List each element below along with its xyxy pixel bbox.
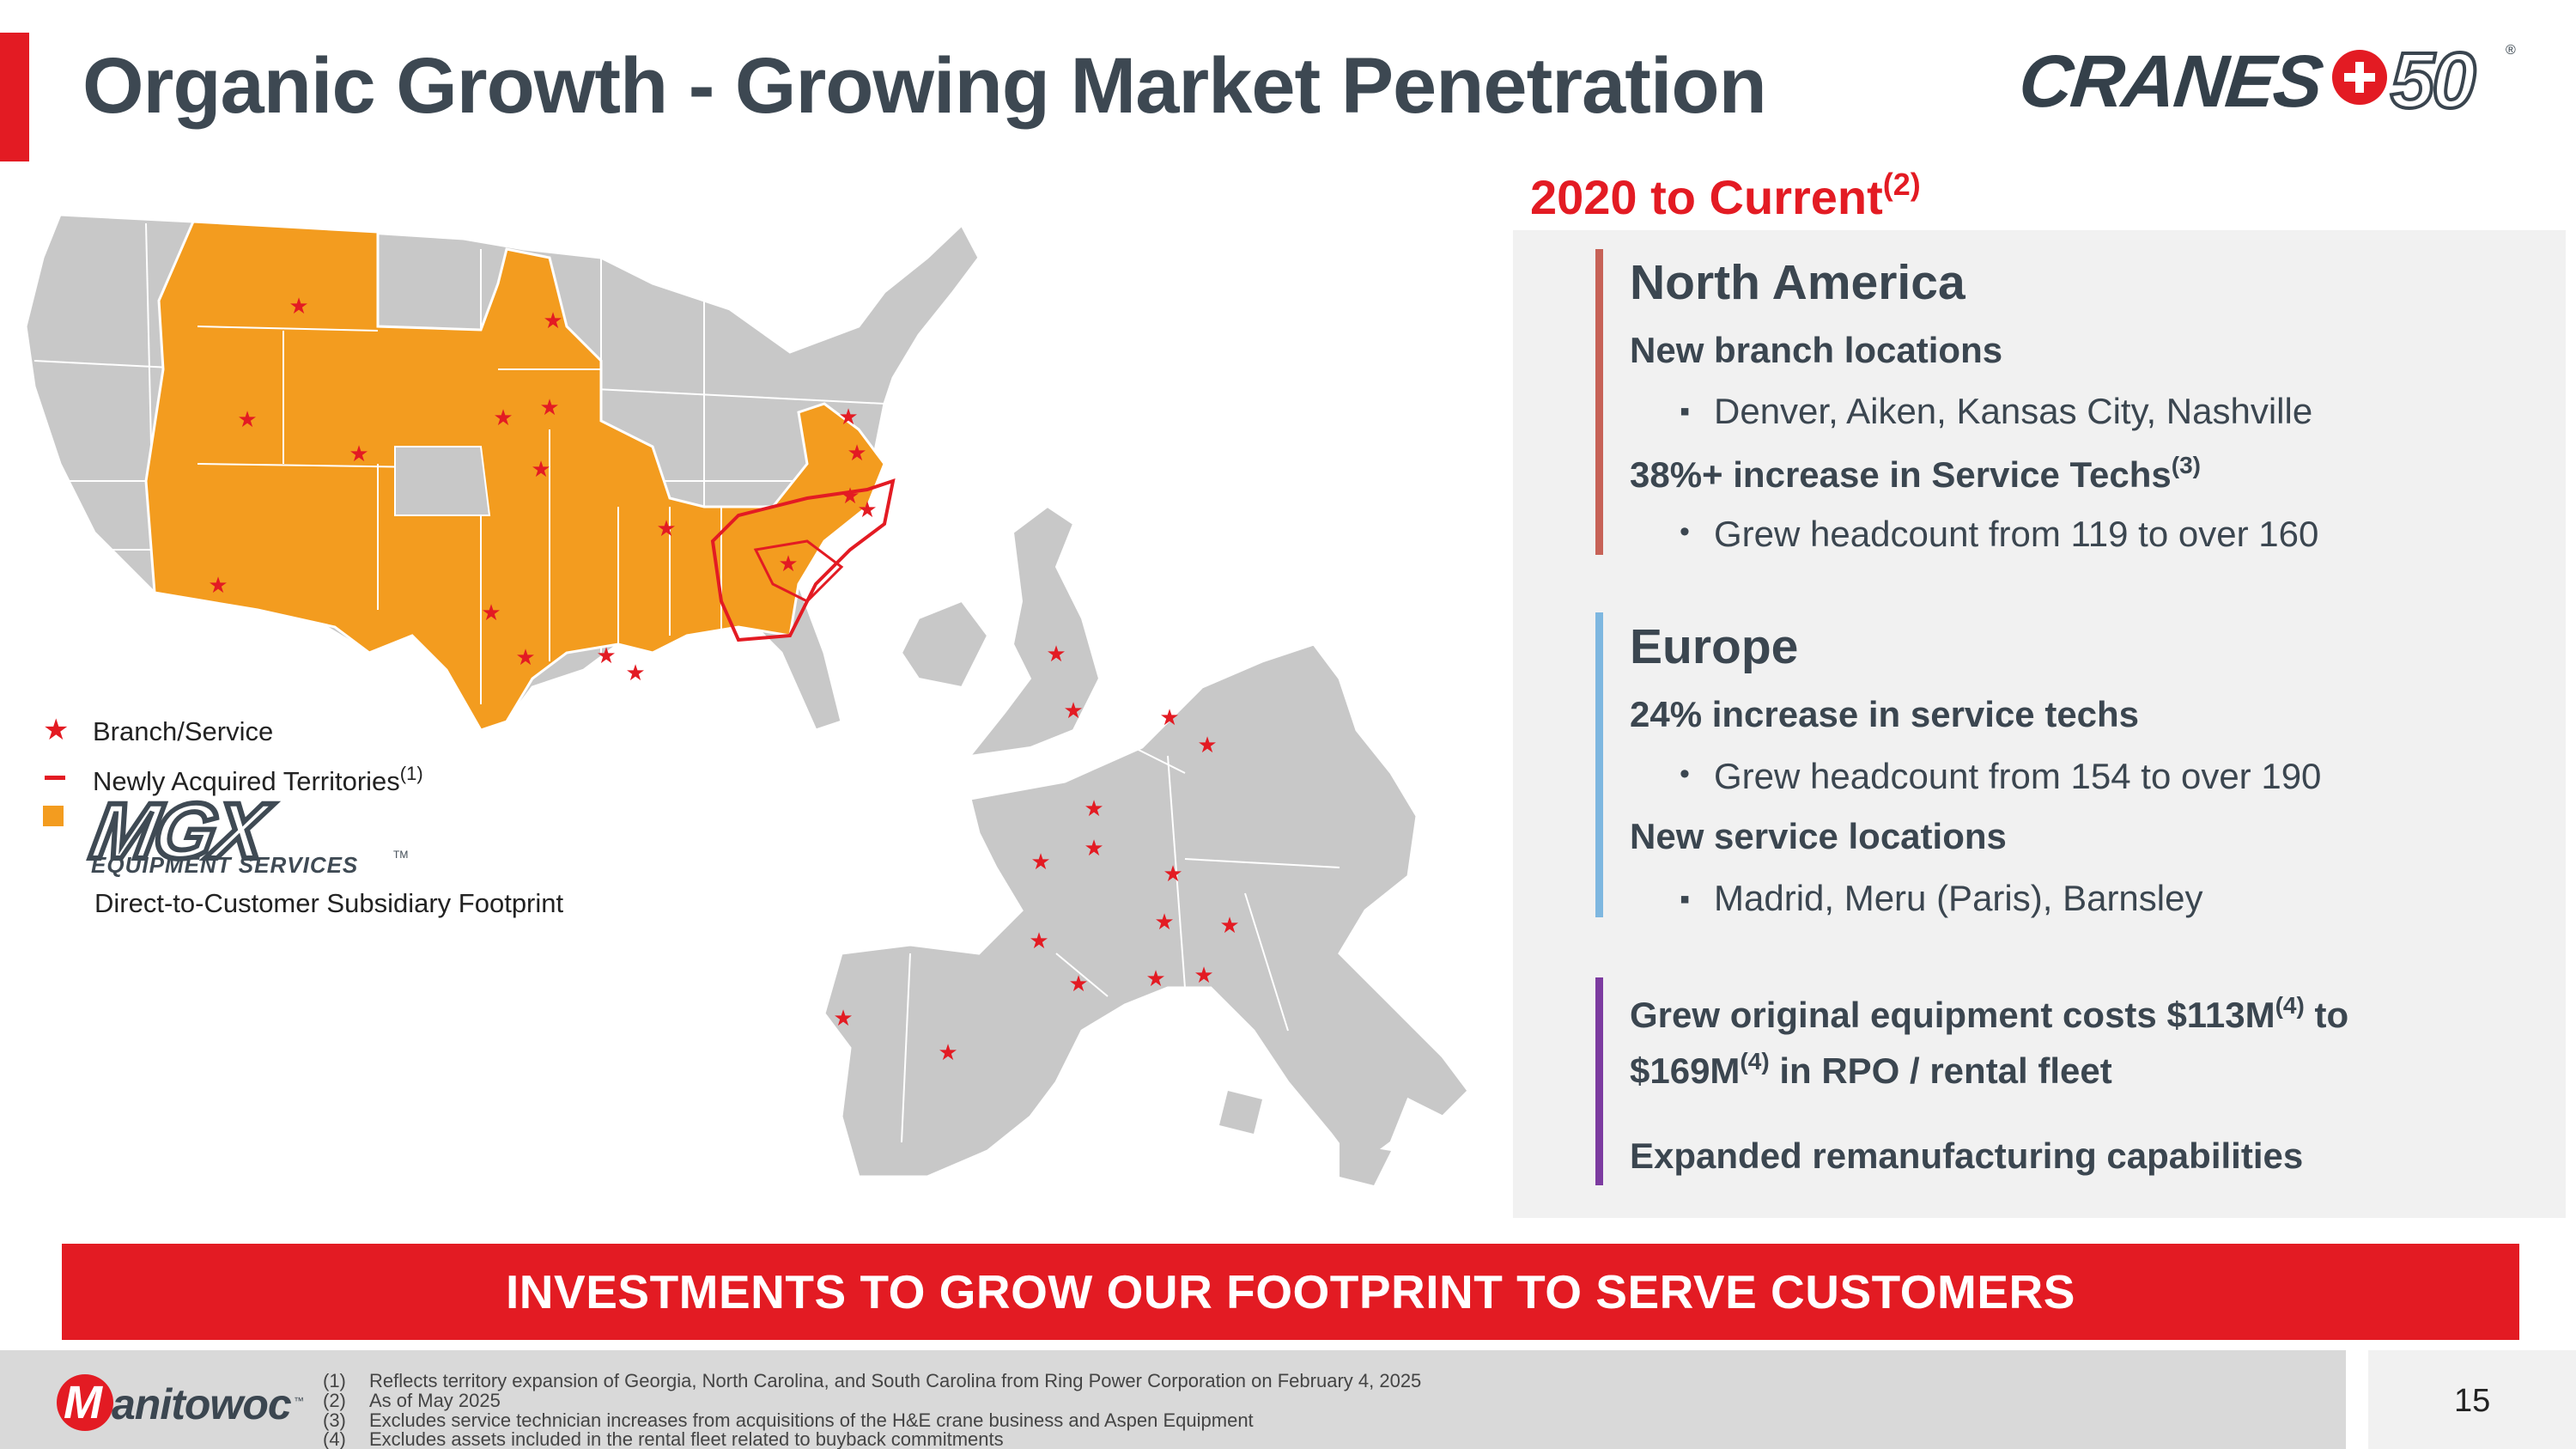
legend-subsidiary-label: Direct-to-Customer Subsidiary Footprint [94, 888, 564, 918]
branch-star: ★ [840, 484, 860, 509]
cranes-wordmark: CRANES [2015, 40, 2326, 123]
na-branch-heading: New branch locations [1630, 330, 2003, 370]
dot-bullet-icon: • [1680, 758, 1690, 790]
branch-star: ★ [1063, 698, 1083, 724]
acquired-line-icon [45, 776, 65, 780]
branch-star: ★ [1159, 705, 1179, 731]
branch-star: ★ [596, 643, 616, 669]
branch-star: ★ [1084, 796, 1103, 822]
branch-star: ★ [833, 1006, 853, 1032]
manitowoc-m-badge [57, 1374, 113, 1431]
branch-star: ★ [1084, 836, 1103, 861]
equipment-divider [1595, 977, 1603, 1185]
branch-star: ★ [1145, 966, 1165, 992]
square-bullet-icon: ▪ [1680, 395, 1691, 428]
eu-service-heading: New service locations [1630, 816, 2007, 856]
branch-star: ★ [1068, 971, 1088, 997]
na-branch-item: Denver, Aiken, Kansas City, Nashville [1714, 391, 2313, 431]
mgx-trademark: TM [393, 849, 409, 861]
investment-banner: INVESTMENTS TO GROW OUR FOOTPRINT TO SER… [62, 1244, 2519, 1340]
branch-star: ★ [1197, 733, 1217, 758]
period-title: 2020 to Current(2) [1530, 167, 1921, 224]
branch-star: ★ [857, 497, 877, 523]
eu-techs-heading: 24% increase in service techs [1630, 694, 2140, 734]
title-accent-bar [0, 33, 29, 161]
manitowoc-trademark: ™ [294, 1395, 304, 1407]
branch-star: ★ [625, 661, 645, 686]
footnote-number: (4) [323, 1428, 346, 1449]
branch-star: ★ [539, 395, 559, 421]
branch-star: ★ [289, 294, 308, 320]
north-america-heading: North America [1630, 255, 1965, 310]
footnote-text: As of May 2025 [369, 1390, 501, 1411]
branch-star: ★ [1219, 913, 1239, 939]
footnote-number: (3) [323, 1409, 346, 1431]
branch-star: ★ [208, 573, 228, 599]
branch-star: ★ [838, 405, 858, 430]
branch-star: ★ [778, 551, 798, 577]
branch-star: ★ [1194, 963, 1213, 989]
europe-divider [1595, 612, 1603, 917]
branch-star: ★ [493, 405, 513, 431]
branch-star: ★ [237, 407, 257, 433]
branch-star: ★ [1154, 910, 1174, 935]
acquired-territories [710, 478, 896, 642]
branch-star-icon: ★ [43, 714, 70, 746]
footprint-map: ★ ★ ★ ★ ★ ★ ★ ★ ★ ★ ★ ★ ★ ★ ★ ★ ★ ★ ★ ★ … [24, 213, 1470, 1185]
footer-bar [0, 1350, 2346, 1449]
footnote-text: Excludes assets included in the rental f… [369, 1428, 1004, 1449]
branch-star: ★ [938, 1040, 957, 1066]
footnote-number: (2) [323, 1390, 346, 1411]
branch-star: ★ [531, 457, 550, 483]
highlights-panel [1513, 230, 2566, 1218]
branch-star: ★ [349, 441, 368, 467]
branch-star: ★ [1163, 861, 1182, 887]
registered-mark: ® [2506, 43, 2516, 58]
north-america-divider [1595, 249, 1603, 555]
mgx-logo: MGX EQUIPMENT SERVICES TM [82, 785, 416, 878]
manitowoc-m: M [64, 1377, 102, 1428]
branch-star: ★ [847, 441, 866, 466]
branch-star: ★ [543, 308, 562, 334]
branch-star: ★ [1046, 642, 1066, 667]
na-techs-item: Grew headcount from 119 to over 160 [1714, 514, 2319, 554]
plus-icon [2332, 50, 2387, 105]
footnote-text: Excludes service technician increases fr… [369, 1409, 1254, 1431]
europe-map [968, 505, 1101, 758]
eu-techs-item: Grew headcount from 154 to over 190 [1714, 756, 2322, 796]
page-number-box [2368, 1350, 2576, 1449]
footnote-text: Reflects territory expansion of Georgia,… [369, 1370, 1422, 1391]
page-number: 15 [2454, 1383, 2491, 1419]
anniversary-50: 50 [2389, 35, 2477, 126]
dot-bullet-icon: • [1680, 515, 1690, 548]
branch-star: ★ [656, 516, 676, 542]
branch-star: ★ [1029, 928, 1048, 954]
branch-star: ★ [515, 645, 535, 671]
eu-service-item: Madrid, Meru (Paris), Barnsley [1714, 878, 2203, 918]
na-techs-heading: 38%+ increase in Service Techs(3) [1630, 452, 2202, 495]
manitowoc-wordmark: anitowoc [112, 1380, 292, 1428]
manitowoc-logo: M anitowoc ™ [57, 1373, 314, 1433]
mgx-subtitle: EQUIPMENT SERVICES [91, 852, 359, 878]
equipment-cost-text: Grew original equipment costs $113M(4) t… [1630, 992, 2349, 1091]
banner-text: INVESTMENTS TO GROW OUR FOOTPRINT TO SER… [506, 1265, 2075, 1318]
cranes-50-logo: CRANES 50 ® [2015, 35, 2518, 126]
branch-star: ★ [1030, 849, 1050, 875]
legend-acquired-label: Newly Acquired Territories(1) [93, 763, 423, 796]
subsidiary-territory [144, 220, 886, 732]
page-title: Organic Growth - Growing Market Penetrat… [82, 42, 1767, 130]
subsidiary-square-icon [43, 806, 64, 826]
footnote-number: (1) [323, 1370, 346, 1391]
remanufacturing-text: Expanded remanufacturing capabilities [1630, 1135, 2304, 1176]
europe-heading: Europe [1630, 619, 1799, 674]
square-bullet-icon: ▪ [1680, 883, 1691, 916]
branch-star: ★ [481, 600, 501, 626]
legend-branch-label: Branch/Service [93, 716, 274, 746]
